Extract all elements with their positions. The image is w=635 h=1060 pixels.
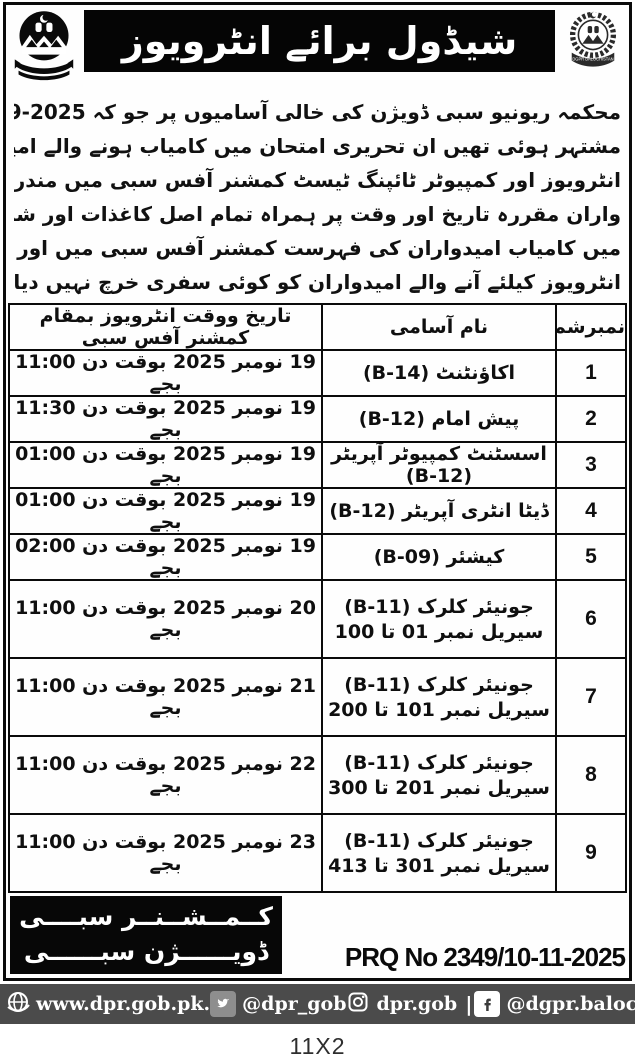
ad-header: شیڈول برائے انٹرویوز DGPR BALOCHISTAN — [6, 5, 629, 93]
twitter-handle-text: @dpr_gob — [242, 993, 347, 1015]
cell-datetime: 19 نومبر 2025 بوقت دن 01:00 بجے — [8, 487, 323, 535]
instagram-handle-text: dpr.gob — [376, 993, 458, 1015]
post-name: جونیئر کلرک (B-11) — [344, 673, 534, 696]
post-serial-range: سیریل نمبر 101 تا 200 — [328, 698, 550, 721]
table-row: 6 جونیئر کلرک (B-11) سیریل نمبر 01 تا 10… — [8, 579, 627, 659]
prq-number: PRQ No 2349/10-11-2025 — [344, 942, 626, 972]
cell-datetime: 19 نومبر 2025 بوقت دن 11:30 بجے — [8, 395, 323, 443]
intro-line-5: میں کامیاب امیدواران کی فہرست کمشنر آفس … — [14, 236, 621, 260]
intro-line-1: محکمہ ریونیو سبی ڈویژن کی خالی آسامیوں پ… — [14, 100, 621, 124]
col-header-datetime: تاریخ ووقت انٹرویوز بمقام کمشنر آفس سبی — [8, 303, 323, 351]
schedule-table: نمبرشمار نام آسامی تاریخ ووقت انٹرویوز ب… — [8, 303, 627, 893]
signature-line2: ڈویــــــژن سبــــــی — [23, 937, 269, 966]
cell-serial: 1 — [555, 349, 627, 397]
post-name: ڈیٹا انٹری آپریٹر (B-12) — [329, 500, 549, 522]
cell-serial: 4 — [555, 487, 627, 535]
dgpr-balochistan-logo: DGPR BALOCHISTAN — [562, 10, 624, 74]
cell-serial: 7 — [555, 657, 627, 737]
ad-bottom-section: کــمــشــنــر سبــــی ڈویــــــژن سبــــ… — [6, 893, 629, 978]
cell-datetime: 19 نومبر 2025 بوقت دن 11:00 بجے — [8, 349, 323, 397]
cell-post: اکاؤنٹنٹ (B-14) — [321, 349, 557, 397]
cell-serial: 3 — [555, 441, 627, 489]
cell-post: جونیئر کلرک (B-11) سیریل نمبر 01 تا 100 — [321, 579, 557, 659]
ad-size-note: 11X2 — [289, 1033, 346, 1059]
cell-datetime: 23 نومبر 2025 بوقت دن 11:00 بجے — [8, 813, 323, 893]
signature-box: کــمــشــنــر سبــــی ڈویــــــژن سبــــ… — [10, 896, 282, 974]
cell-post: جونیئر کلرک (B-11) سیریل نمبر 101 تا 200 — [321, 657, 557, 737]
cell-datetime: 19 نومبر 2025 بوقت دن 02:00 بجے — [8, 533, 323, 581]
facebook-handle-text: @dgpr.balochistan — [506, 993, 635, 1015]
cell-serial: 5 — [555, 533, 627, 581]
facebook-item: @dgpr.balochistan — [474, 991, 635, 1017]
cell-post: ڈیٹا انٹری آپریٹر (B-12) — [321, 487, 557, 535]
cell-serial: 8 — [555, 735, 627, 815]
cell-post: پیش امام (B-12) — [321, 395, 557, 443]
table-row: 1 اکاؤنٹنٹ (B-14) 19 نومبر 2025 بوقت دن … — [8, 349, 627, 397]
instagram-icon — [346, 990, 370, 1019]
post-serial-range: سیریل نمبر 201 تا 300 — [328, 776, 550, 799]
title-banner: شیڈول برائے انٹرویوز — [84, 10, 555, 72]
intro-line-4: واران مقررہ تاریخ اور وقت پر ہمراہ تمام … — [14, 202, 621, 226]
post-name: جونیئر کلرک (B-11) — [344, 751, 534, 774]
balochistan-crest-logo — [11, 8, 77, 90]
twitter-item: @dpr_gob — [210, 991, 346, 1017]
post-name: جونیئر کلرک (B-11) — [344, 829, 534, 852]
table-row: 3 اسسٹنٹ کمپیوٹر آپریٹر (B-12) 19 نومبر … — [8, 441, 627, 489]
signature-line1: کــمــشــنــر سبــــی — [19, 902, 273, 931]
post-name: اسسٹنٹ کمپیوٹر آپریٹر (B-12) — [331, 443, 547, 487]
table-row: 2 پیش امام (B-12) 19 نومبر 2025 بوقت دن … — [8, 395, 627, 443]
col-header-post: نام آسامی — [321, 303, 557, 351]
post-name: کیشئر (B-09) — [373, 546, 505, 568]
table-row: 8 جونیئر کلرک (B-11) سیریل نمبر 201 تا 3… — [8, 735, 627, 815]
cell-datetime: 22 نومبر 2025 بوقت دن 11:00 بجے — [8, 735, 323, 815]
website-text: www.dpr.gob.pk. — [36, 993, 211, 1015]
cell-post: اسسٹنٹ کمپیوٹر آپریٹر (B-12) — [321, 441, 557, 489]
intro-line-3: انٹرویوز اور کمپیوٹر ٹائپنگ ٹیسٹ کمشنر آ… — [14, 168, 621, 192]
table-row: 9 جونیئر کلرک (B-11) سیریل نمبر 301 تا 4… — [8, 813, 627, 893]
twitter-icon — [210, 991, 237, 1017]
cell-datetime: 19 نومبر 2025 بوقت دن 01:00 بجے — [8, 441, 323, 489]
facebook-icon — [474, 991, 501, 1017]
separator: | — [465, 992, 473, 1016]
cell-post: جونیئر کلرک (B-11) سیریل نمبر 301 تا 413 — [321, 813, 557, 893]
cell-serial: 2 — [555, 395, 627, 443]
post-name: اکاؤنٹنٹ (B-14) — [362, 362, 516, 384]
intro-paragraph: محکمہ ریونیو سبی ڈویژن کی خالی آسامیوں پ… — [6, 93, 629, 303]
cell-datetime: 20 نومبر 2025 بوقت دن 11:00 بجے — [8, 579, 323, 659]
cell-post: کیشئر (B-09) — [321, 533, 557, 581]
col-header-serial: نمبرشمار — [555, 303, 627, 351]
post-serial-range: سیریل نمبر 01 تا 100 — [334, 620, 544, 643]
post-name: جونیئر کلرک (B-11) — [344, 595, 534, 618]
website-item: www.dpr.gob.pk. — [6, 990, 210, 1019]
post-name: پیش امام (B-12) — [358, 408, 520, 430]
intro-line-2: مشتہر ہوئی تھیں ان تحریری امتحان میں کام… — [14, 134, 621, 158]
ad-container: شیڈول برائے انٹرویوز DGPR BALOCHISTAN مح… — [3, 2, 632, 981]
cell-serial: 9 — [555, 813, 627, 893]
table-row: 5 کیشئر (B-09) 19 نومبر 2025 بوقت دن 02:… — [8, 533, 627, 581]
instagram-item: dpr.gob | — [346, 990, 474, 1019]
cell-datetime: 21 نومبر 2025 بوقت دن 11:00 بجے — [8, 657, 323, 737]
table-header-row: نمبرشمار نام آسامی تاریخ ووقت انٹرویوز ب… — [8, 303, 627, 351]
social-bar: www.dpr.gob.pk. @dpr_gob dpr.gob | — [0, 984, 635, 1024]
globe-icon — [6, 990, 30, 1019]
cell-post: جونیئر کلرک (B-11) سیریل نمبر 201 تا 300 — [321, 735, 557, 815]
svg-text:DGPR BALOCHISTAN: DGPR BALOCHISTAN — [572, 57, 613, 62]
intro-line-6: انٹرویوز کیلئے آنے والے امیدواران کو کوئ… — [14, 270, 621, 294]
table-row: 4 ڈیٹا انٹری آپریٹر (B-12) 19 نومبر 2025… — [8, 487, 627, 535]
post-serial-range: سیریل نمبر 301 تا 413 — [328, 854, 550, 877]
table-row: 7 جونیئر کلرک (B-11) سیریل نمبر 101 تا 2… — [8, 657, 627, 737]
ad-title: شیڈول برائے انٹرویوز — [121, 19, 518, 63]
cell-serial: 6 — [555, 579, 627, 659]
